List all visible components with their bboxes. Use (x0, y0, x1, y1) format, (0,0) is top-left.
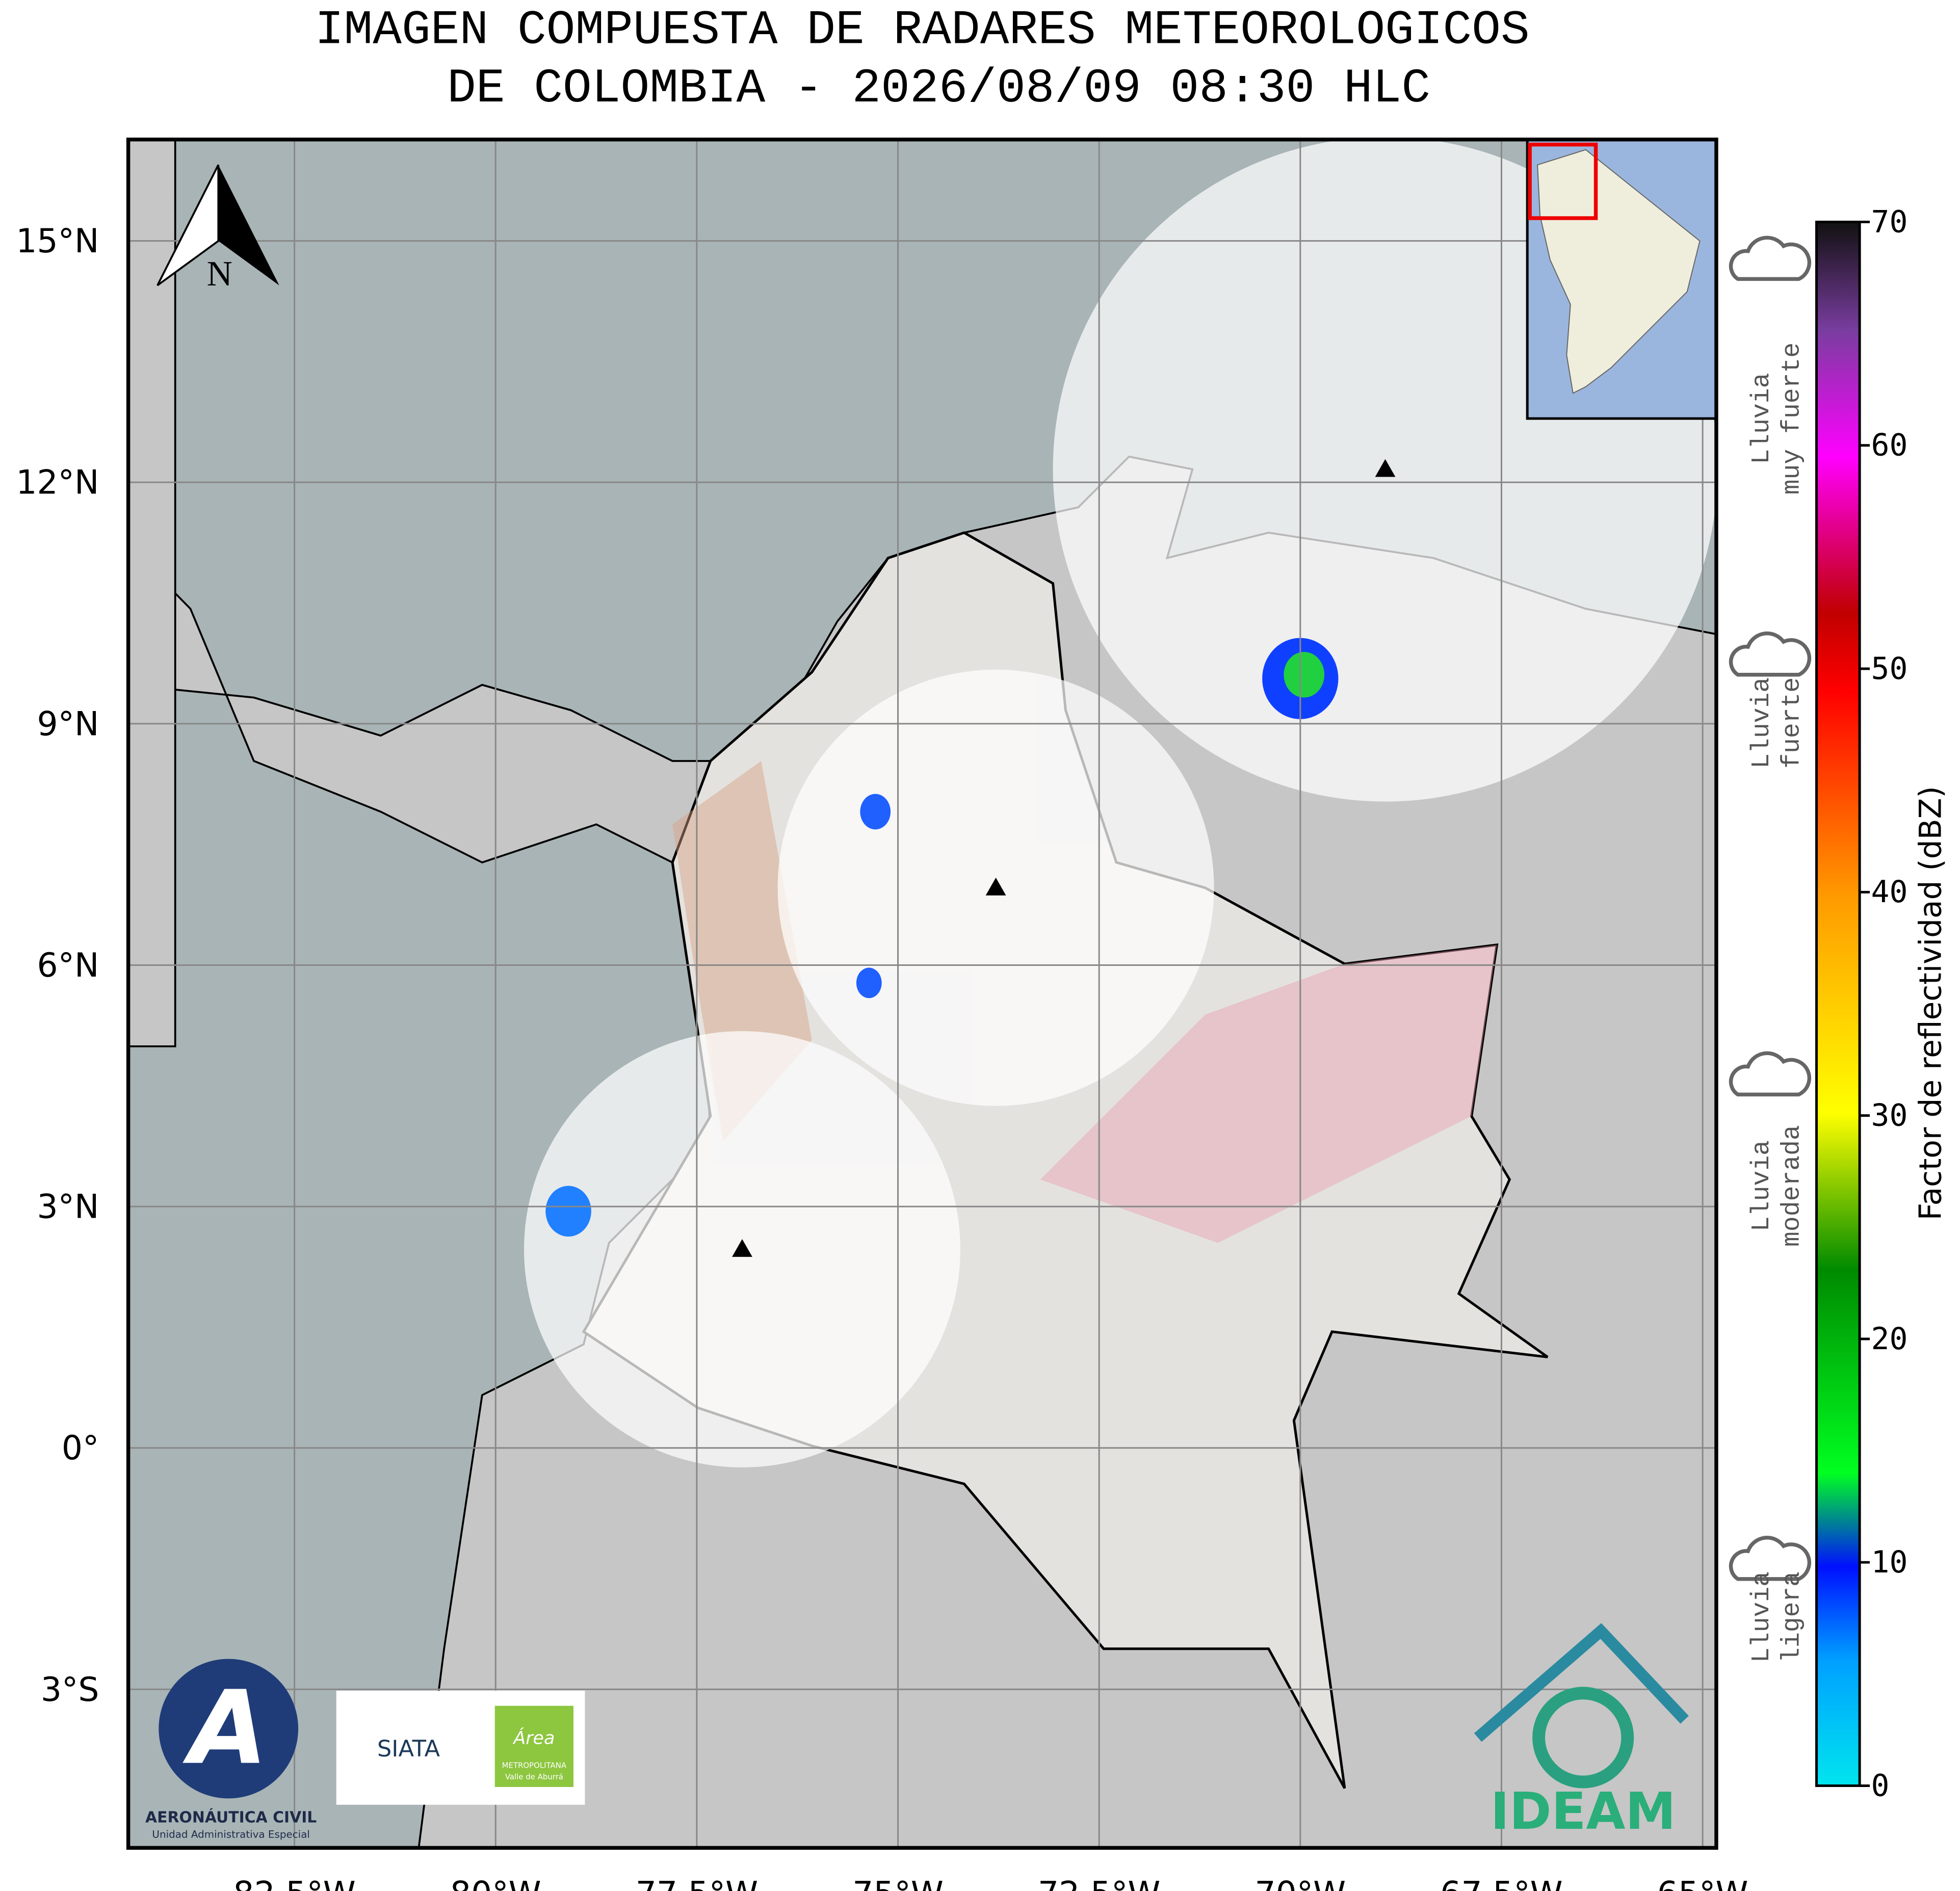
rain-icon (1729, 235, 1812, 281)
aerocivil-logo (159, 1659, 299, 1799)
lon-tick-label: 80°W (450, 1875, 541, 1891)
colorbar-tick-label: 30 (1871, 1098, 1908, 1134)
title-line: IMAGEN COMPUESTA DE RADARES METEOROLOGIC… (315, 4, 1530, 58)
radar-site (732, 1239, 752, 1257)
ideam-swirl (1532, 1687, 1634, 1789)
colorbar-tick-label: 50 (1871, 651, 1908, 687)
rain-icon (1729, 1051, 1812, 1097)
logo-glyph: A (182, 1669, 268, 1787)
rain-icon (1729, 631, 1812, 677)
land (128, 139, 176, 1047)
lat-tick-label: 3°S (41, 1671, 99, 1709)
rain-icon (1729, 1536, 1812, 1581)
north-label: N (207, 254, 232, 294)
rain-level-label: ligera (1778, 1571, 1807, 1663)
rain-level-label: fuerte (1778, 677, 1807, 769)
logo-text: METROPOLITANA (502, 1761, 567, 1770)
radar-site (1375, 459, 1396, 477)
lon-tick-label: 77.5°W (636, 1875, 758, 1891)
colorbar-tick-label: 0 (1871, 1768, 1890, 1803)
rain-level-label: Lluvia (1747, 1140, 1776, 1231)
logo-text: Unidad Administrativa Especial (152, 1828, 309, 1840)
lat-tick-label: 6°N (37, 947, 99, 985)
colorbar-tick-label: 60 (1871, 428, 1908, 463)
colorbar-tick-label: 70 (1871, 204, 1908, 240)
rain-level-label: moderada (1778, 1125, 1807, 1247)
lat-tick-label: 12°N (16, 464, 99, 502)
map-frame (126, 137, 1718, 1850)
logo-text: Área (512, 1727, 555, 1748)
lat-tick-label: 9°N (37, 705, 99, 743)
logo-text: SIATA (377, 1735, 440, 1762)
radar-site (985, 877, 1006, 896)
logo-text: IDEAM (1491, 1782, 1676, 1841)
colorbar-tick-label: 20 (1871, 1322, 1908, 1357)
ideam-roof (1474, 1623, 1689, 1742)
lon-tick-label: 82.5°W (233, 1875, 355, 1891)
lat-tick-label: 3°N (37, 1188, 99, 1226)
rain-level-label: muy fuerte (1778, 343, 1807, 495)
rain-zone (1040, 944, 1497, 1243)
title-line: DE COLOMBIA - 2026/08/09 08:30 HLC (447, 62, 1430, 116)
colorbar-label: Factor de reflectividad (dBZ) (1913, 786, 1948, 1220)
area-logo (494, 1705, 574, 1787)
colorbar-tick-label: 40 (1871, 875, 1908, 910)
rain-level-label: Lluvia (1747, 373, 1776, 464)
lon-tick-label: 65°W (1657, 1875, 1748, 1891)
inset-map (1526, 139, 1716, 420)
lat-tick-label: 0° (62, 1429, 99, 1467)
map-body (128, 139, 1716, 1848)
lon-tick-label: 67.5°W (1440, 1875, 1562, 1891)
rain-level-label: Lluvia (1747, 677, 1776, 769)
lon-tick-label: 72.5°W (1038, 1875, 1160, 1891)
lon-tick-label: 75°W (852, 1875, 944, 1891)
logo-text: AERONÁUTICA CIVIL (145, 1808, 317, 1827)
lon-tick-label: 70°W (1255, 1875, 1346, 1891)
logo-text: Valle de Aburrá (505, 1772, 563, 1781)
colorbar (1815, 220, 1861, 1787)
lat-tick-label: 15°N (16, 222, 99, 260)
colorbar-tick-label: 10 (1871, 1545, 1908, 1580)
rain-level-label: Lluvia (1747, 1571, 1776, 1663)
